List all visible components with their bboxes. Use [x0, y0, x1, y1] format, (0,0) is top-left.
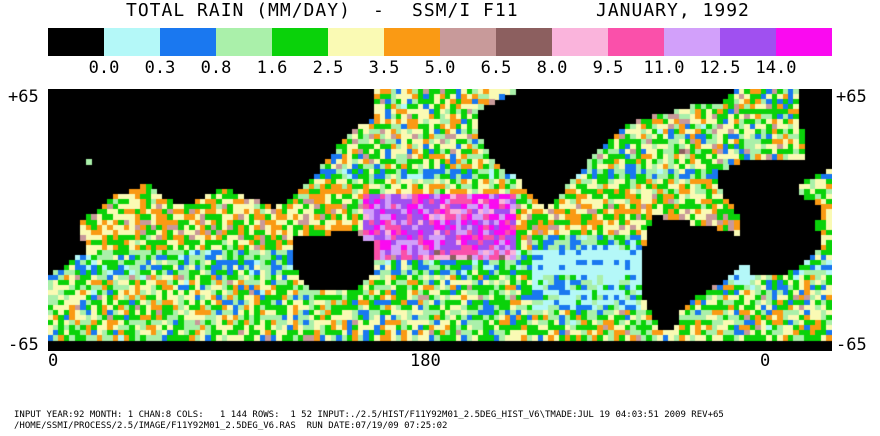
legend-label-2: 0.8 [200, 58, 232, 78]
lon-label-0-right: 0 [760, 351, 771, 371]
legend-label-3: 1.6 [256, 58, 288, 78]
legend-label-9: 9.5 [592, 58, 624, 78]
legend-labels: 0.0 0.3 0.8 1.6 2.5 3.5 5.0 6.5 8.0 9.5 11.0 12.5 14… [48, 58, 832, 80]
legend-swatch-10 [608, 28, 664, 56]
lat-label-left-top: +65 [8, 87, 39, 107]
legend-label-12: 14.0 [755, 58, 797, 78]
legend-swatch-6 [384, 28, 440, 56]
lat-label-right-top: +65 [836, 87, 867, 107]
legend-swatch-12 [720, 28, 776, 56]
legend-label-8: 8.0 [536, 58, 568, 78]
footer-line-1: INPUT YEAR:92 MONTH: 1 CHAN:8 COLS: 1 14… [14, 410, 724, 420]
lat-label-left-bottom: -65 [8, 335, 39, 355]
legend-label-11: 12.5 [699, 58, 741, 78]
legend-swatch-9 [552, 28, 608, 56]
title-date: JANUARY, 1992 [596, 0, 750, 21]
legend-swatch-8 [496, 28, 552, 56]
legend-label-6: 5.0 [424, 58, 456, 78]
lon-label-0-left: 0 [48, 351, 59, 371]
title-sensor: SSM/I F11 [412, 0, 519, 21]
legend-swatch-7 [440, 28, 496, 56]
legend-swatch-11 [664, 28, 720, 56]
legend-swatch-1 [104, 28, 160, 56]
legend-swatch-13 [776, 28, 832, 56]
footer-line-2: /HOME/SSMI/PROCESS/2.5/IMAGE/F11Y92M01_2… [14, 421, 448, 431]
legend-label-5: 3.5 [368, 58, 400, 78]
legend-swatch-5 [328, 28, 384, 56]
legend-label-4: 2.5 [312, 58, 344, 78]
lat-label-right-bottom: -65 [836, 335, 867, 355]
color-legend [48, 28, 832, 56]
legend-swatch-4 [272, 28, 328, 56]
rain-map-canvas [48, 89, 832, 351]
title-quantity: TOTAL RAIN (MM/DAY) [126, 0, 351, 21]
title-separator: - [373, 0, 385, 21]
legend-label-1: 0.3 [144, 58, 176, 78]
legend-swatch-3 [216, 28, 272, 56]
legend-swatch-0 [48, 28, 104, 56]
lon-label-180: 180 [410, 351, 441, 371]
legend-label-0: 0.0 [88, 58, 120, 78]
legend-swatch-2 [160, 28, 216, 56]
legend-label-7: 6.5 [480, 58, 512, 78]
map-title: TOTAL RAIN (MM/DAY) - SSM/I F11 JANUARY,… [0, 0, 880, 24]
rain-map [48, 89, 832, 351]
legend-label-10: 11.0 [643, 58, 685, 78]
